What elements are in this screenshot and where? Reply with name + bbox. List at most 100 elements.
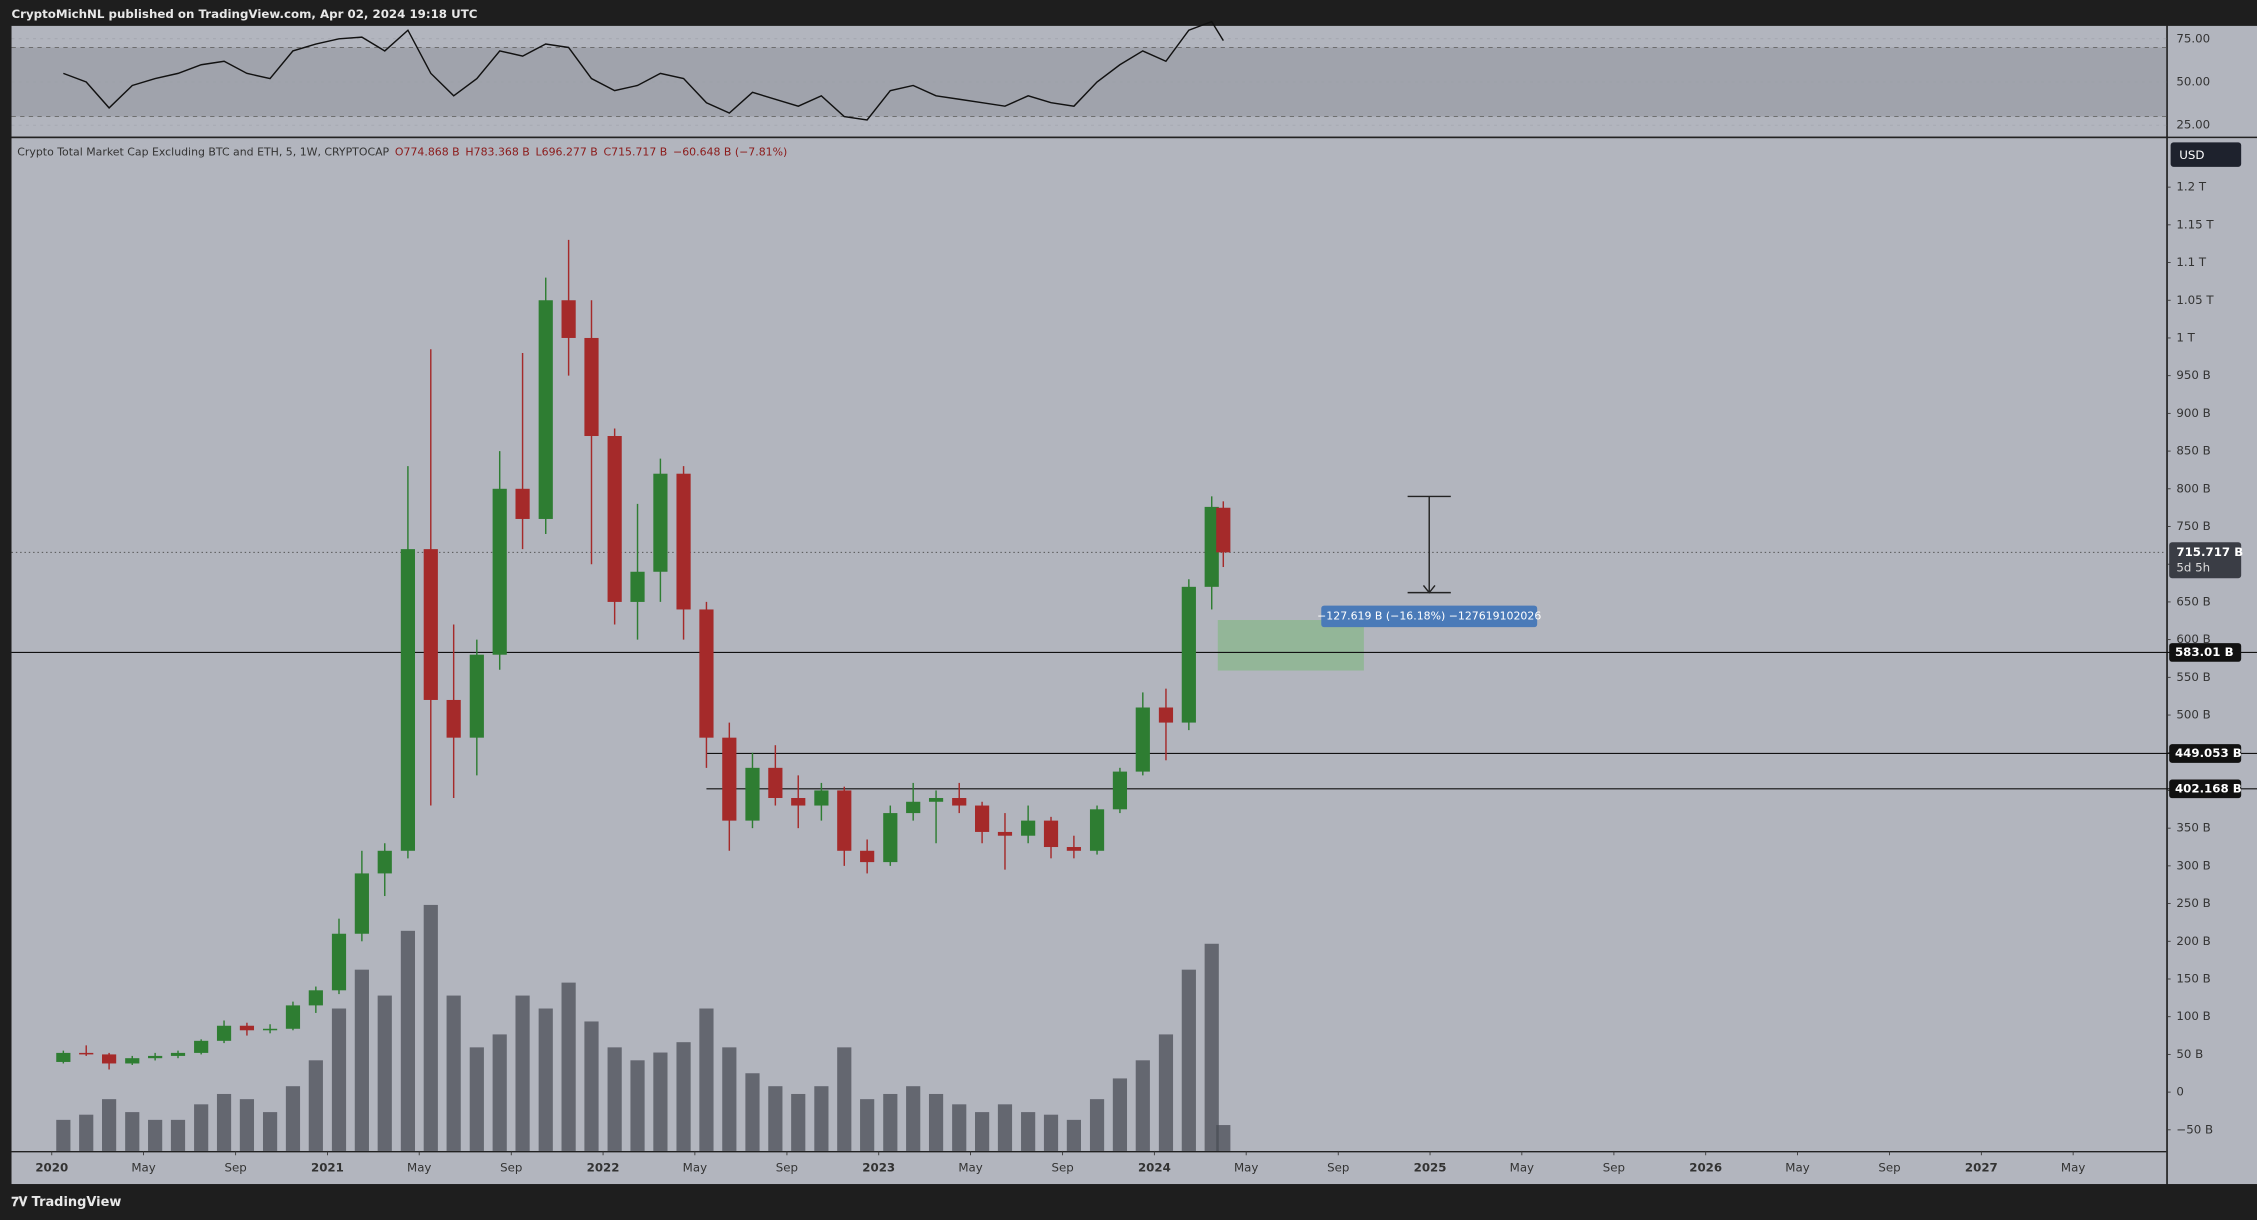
candle-body [676,473,691,610]
ohlc-value: L696.277 B [536,146,598,159]
x-tick-label: Sep [1603,1161,1625,1175]
y-tick-label: 800 B [2176,481,2210,495]
x-tick-label: Sep [1051,1161,1073,1175]
y-tick-label: 150 B [2176,971,2210,985]
candle-body [906,801,921,814]
y-tick-label: 200 B [2176,934,2210,948]
candle-body [1135,707,1150,772]
volume-bar [745,1073,760,1151]
volume-bar [1043,1114,1059,1151]
y-tick-label: 650 B [2176,594,2210,608]
volume-bar [584,1021,599,1151]
volume-bar [308,1060,323,1151]
candle-body [262,1028,278,1031]
candle-body [331,933,347,991]
candle-body [997,831,1013,836]
volume-bar [928,1093,944,1151]
volume-bar [1135,1060,1150,1151]
x-tick-label: May [1234,1161,1258,1175]
candle-body [699,609,714,738]
x-tick-label: 2025 [1414,1161,1447,1175]
volume-bar [837,1047,852,1151]
volume-bar [1112,1078,1128,1151]
ohlc-value: C715.717 B [604,146,668,159]
x-tick-label: 2024 [1138,1161,1171,1175]
x-tick-label: 2021 [311,1161,344,1175]
volume-bar [194,1104,209,1151]
x-tick-label: 2027 [1965,1161,1998,1175]
volume-bar [331,1008,347,1151]
volume-bar [377,995,392,1151]
candle-body [1043,820,1059,848]
y-tick-label: 300 B [2176,858,2210,872]
volume-bar [423,904,438,1151]
volume-bar [975,1112,990,1151]
candle-body [883,813,898,863]
ohlc-value: H783.368 B [465,146,529,159]
volume-bar [1204,943,1219,1151]
x-tick-label: May [1785,1161,1809,1175]
volume-bar [906,1086,921,1151]
y-tick-label: 850 B [2176,444,2210,458]
candle-body [653,473,668,572]
candle-body [768,767,783,798]
y-tick-label: 250 B [2176,896,2210,910]
volume-bar [125,1112,140,1151]
level-label: 402.168 B [2175,781,2242,795]
volume-bar [1066,1119,1081,1151]
currency[interactable]: USD [2179,148,2204,162]
candle-body [791,797,806,806]
y-tick-label: 1.15 T [2176,217,2214,231]
y-tick-label: 900 B [2176,406,2210,420]
y-tick-label: 350 B [2176,821,2210,835]
level-tag [2169,744,2242,763]
candle-body [975,805,990,832]
candle-body [538,300,553,519]
volume-bar [446,995,461,1151]
y-tick-label: 550 B [2176,670,2210,684]
candle-body [1021,820,1036,836]
last-price-tag [2169,542,2242,579]
last-price-label: 715.717 B [2176,545,2243,559]
candle-body [561,300,576,338]
x-tick-label: Sep [1327,1161,1349,1175]
y-tick-label: 1.05 T [2176,293,2214,307]
candle-body [1216,507,1231,553]
y-tick-label: 1 T [2176,330,2195,344]
x-tick-label: Sep [776,1161,798,1175]
candle-body [354,873,369,934]
volume-bar [699,1008,714,1151]
candle-body [423,549,438,700]
candle-body [860,850,875,863]
level-tag [2169,643,2242,662]
volume-bar [997,1104,1013,1151]
y-tick-label: 500 B [2176,708,2210,722]
candle-body [630,571,645,602]
candle-body [56,1052,71,1062]
brand: TradingView [32,1195,122,1210]
level-label: 583.01 B [2175,645,2234,659]
candle-body [102,1054,117,1064]
volume-bar [102,1099,117,1151]
y-tick-label: 50 B [2176,1047,2203,1061]
y-tick-label: 950 B [2176,368,2210,382]
volume-bar [1158,1034,1174,1151]
candle-body [170,1052,186,1056]
y-tick-label: −50 B [2176,1122,2213,1136]
volume-bar [515,995,530,1151]
candle-body [148,1055,163,1059]
candle-body [400,549,416,851]
currency-button[interactable] [2170,142,2242,167]
volume-bar [607,1047,622,1151]
candle-body [1112,771,1128,810]
level-tag [2169,779,2242,799]
candle-body [837,790,852,851]
volume-bar [469,1047,484,1151]
candle-body [515,488,530,519]
publisher: CryptoMichNL published on TradingView.co… [12,7,478,21]
candle-body [1158,707,1174,723]
candle-body [584,337,599,437]
volume-bar [883,1093,898,1151]
volume-bar [561,982,576,1151]
